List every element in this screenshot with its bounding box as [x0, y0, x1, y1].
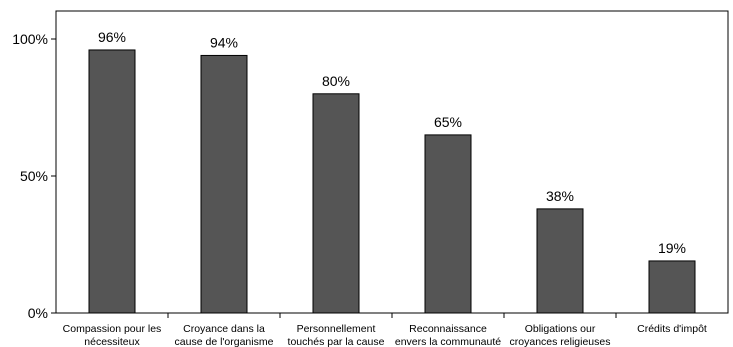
category-label: envers la communauté	[395, 336, 501, 347]
y-axis: 0% 50% 100%	[12, 31, 56, 321]
category-label: Crédits d'impôt	[637, 323, 707, 335]
category-label: croyances religieuses	[510, 336, 611, 347]
value-label: 38%	[546, 188, 574, 204]
y-tick-label: 0%	[28, 305, 48, 321]
category-label: Reconnaissance	[409, 323, 487, 335]
bar	[88, 49, 136, 314]
y-tick-label: 50%	[20, 168, 48, 184]
value-label: 80%	[322, 73, 350, 89]
bars	[88, 49, 696, 314]
bar	[648, 260, 696, 314]
plot-frame	[55, 10, 729, 314]
value-label: 19%	[658, 240, 686, 256]
bar	[312, 93, 360, 314]
category-label: nécessiteux	[84, 336, 140, 347]
bar	[424, 134, 472, 314]
value-label: 94%	[210, 34, 238, 50]
category-label: Compassion pour les	[63, 323, 162, 335]
value-labels: 96% 94% 80% 65% 38% 19%	[98, 29, 686, 256]
y-tick-label: 100%	[12, 31, 48, 47]
category-label: Croyance dans la	[183, 323, 265, 335]
category-label: cause de l'organisme	[175, 336, 274, 347]
value-label: 65%	[434, 114, 462, 130]
category-label: Personnellement	[297, 323, 376, 335]
category-label: Obligations our	[525, 323, 596, 335]
category-label: touchés par la cause	[288, 336, 385, 347]
value-label: 96%	[98, 29, 126, 45]
bar	[536, 208, 584, 314]
bar	[200, 54, 248, 314]
